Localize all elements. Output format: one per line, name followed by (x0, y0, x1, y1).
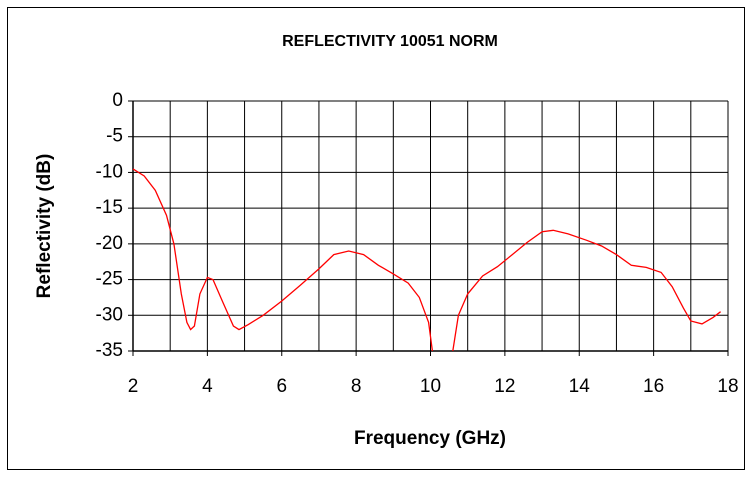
x-tick-label: 14 (569, 376, 591, 397)
y-tick-label: 0 (112, 90, 123, 111)
y-tick-label: -30 (96, 304, 123, 325)
x-tick-label: 16 (643, 376, 664, 397)
y-tick-label: -25 (96, 269, 123, 290)
x-tick-label: 2 (128, 376, 139, 397)
y-tick-label: -15 (96, 197, 123, 218)
x-tick-label: 12 (494, 376, 515, 397)
x-tick-label: 4 (202, 376, 213, 397)
y-tick-label: -20 (96, 233, 123, 254)
x-tick-label: 6 (276, 376, 287, 397)
x-tick-label: 10 (420, 376, 441, 397)
x-tick-label: 18 (717, 376, 738, 397)
data-line (132, 168, 721, 352)
x-axis-label: Frequency (GHz) (354, 428, 506, 449)
y-tick-label: -5 (106, 126, 123, 147)
y-tick-label: -10 (96, 161, 123, 182)
y-tick-label: -35 (96, 340, 123, 361)
y-axis-label: Reflectivity (dB) (34, 154, 55, 299)
x-tick-label: 8 (351, 376, 362, 397)
chart-title: REFLECTIVITY 10051 NORM (282, 33, 498, 50)
